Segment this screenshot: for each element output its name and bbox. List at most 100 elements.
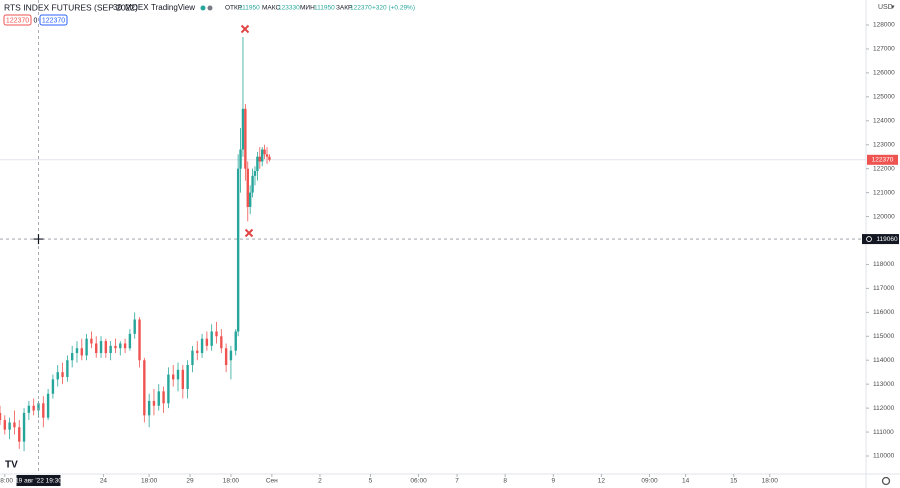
y-tick-label: 112000 <box>873 405 895 412</box>
symbol: RTS INDEX FUTURES (SEP 2022) <box>4 2 138 12</box>
extreme-marker <box>244 228 254 238</box>
candle-body <box>8 422 11 430</box>
x-tick-label: 7 <box>455 478 459 485</box>
candle-body <box>261 149 264 162</box>
candle-body <box>128 333 132 349</box>
ask: 122370 <box>42 17 65 24</box>
candle-body <box>265 154 269 157</box>
candle-body <box>22 412 26 442</box>
candle-body <box>18 427 21 442</box>
x-tick-label: 8 <box>503 478 507 485</box>
candle-body <box>66 360 69 377</box>
candle-body <box>90 338 93 344</box>
candle-body <box>3 420 7 430</box>
candle-body <box>114 345 117 349</box>
candle-body <box>147 400 151 416</box>
candle-body <box>75 348 79 354</box>
y-tick-label: 124000 <box>873 117 895 124</box>
logo: TV <box>5 460 18 471</box>
tv-logo: TV <box>5 460 18 471</box>
y-tick-label: 116000 <box>873 309 895 316</box>
candle-body <box>80 348 83 356</box>
y-tick-label: 113000 <box>873 381 895 388</box>
candle-body <box>27 405 31 413</box>
candle-body <box>210 331 213 346</box>
candle-body <box>244 108 247 169</box>
x-tick-label: 06:00 <box>410 478 427 485</box>
y-tick-label: 121000 <box>873 189 895 196</box>
candle-body <box>241 108 245 150</box>
candle-body <box>162 391 165 404</box>
x-tick-label: 2 <box>318 478 322 485</box>
candle-body <box>85 338 88 356</box>
settings-icon[interactable] <box>881 476 891 486</box>
candle-body <box>37 403 40 411</box>
bid: 122370 <box>6 17 29 24</box>
candle-body <box>157 391 160 406</box>
x-tick-label: 12 <box>598 478 606 485</box>
candle-body <box>42 403 45 418</box>
y-tick-label: 123000 <box>873 141 895 148</box>
ohlc-value: 123330 <box>278 5 300 12</box>
spread: 0 <box>34 17 38 24</box>
x-tick-label: 14 <box>682 478 690 485</box>
candle-body <box>99 341 103 354</box>
x-tick-label: 29 <box>186 478 194 485</box>
x-tick-label: 5 <box>369 478 373 485</box>
candle-body <box>172 374 175 380</box>
crosshair-x-label: 19 авг '22 19:30 <box>15 478 62 485</box>
x-tick-label: 09:00 <box>641 478 658 485</box>
candle-body <box>224 348 228 366</box>
y-tick-label: 117000 <box>873 285 895 292</box>
candle-body <box>104 341 108 354</box>
candle-body <box>95 343 98 354</box>
x-tick-label: 24 <box>100 478 108 485</box>
last-price-box <box>867 154 898 165</box>
candle-body <box>215 331 218 337</box>
candle-body <box>133 319 136 334</box>
candle-body <box>186 365 189 389</box>
candle-body <box>119 343 122 349</box>
y-tick-label: 115000 <box>873 333 895 340</box>
x-tick-label: 18:00 <box>223 478 240 485</box>
candle-body <box>263 149 266 155</box>
candle-body <box>200 338 204 354</box>
y-tick-label: 118000 <box>873 261 895 268</box>
candle-body <box>109 345 112 354</box>
candle-body <box>234 331 237 351</box>
interval: 30 <box>113 3 122 12</box>
candle-body <box>61 372 64 377</box>
extreme-marker <box>240 24 250 34</box>
candle-body <box>51 379 55 394</box>
candle-body <box>258 156 261 162</box>
change: +320 (+0.29%) <box>372 5 415 12</box>
candle-body <box>152 400 156 406</box>
candle-body <box>236 168 240 332</box>
currency-arrow: ▾ <box>891 4 895 11</box>
candle-body <box>13 422 16 428</box>
ohlc-value: 122370 <box>350 5 372 12</box>
x-tick-label: 9 <box>551 478 555 485</box>
ohlc-label: МИН <box>300 5 315 12</box>
source: TradingView <box>151 3 195 12</box>
y-tick-label: 127000 <box>873 46 895 53</box>
gear[interactable] <box>881 476 891 486</box>
candle-body <box>256 156 259 172</box>
ohlc-label: ЗАКР <box>336 5 352 12</box>
bid-box <box>3 14 32 26</box>
candle-body <box>46 393 50 418</box>
ohlc-label: МАКС <box>262 5 280 12</box>
candle-body <box>205 338 209 346</box>
ohlc-value: 111950 <box>314 5 335 12</box>
y-tick-label: 110000 <box>873 453 895 460</box>
candle-body <box>268 156 271 160</box>
crosshair-y-label: 119060 <box>876 236 898 243</box>
status-dot <box>200 5 206 11</box>
currency[interactable]: USD <box>878 4 893 11</box>
exchange: MOEX <box>125 3 149 12</box>
y-tick-label: 128000 <box>873 22 895 29</box>
status-dot <box>207 5 213 11</box>
x-tick-label: 18:00 <box>0 478 13 485</box>
